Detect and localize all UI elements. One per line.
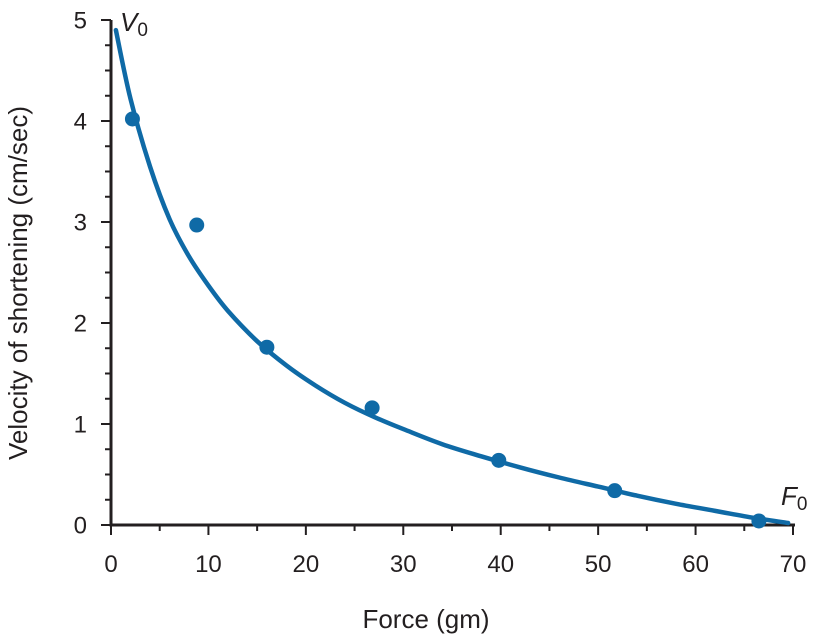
- f0-annotation-main: F: [781, 481, 799, 511]
- data-point: [259, 339, 275, 355]
- fitted-curve-layer: [113, 27, 791, 526]
- y-tick-label: 0: [74, 513, 87, 540]
- x-tick-label: 20: [293, 551, 320, 578]
- v0-annotation: V0: [120, 7, 148, 41]
- x-tick-label: 0: [104, 551, 117, 578]
- x-tick-label: 70: [780, 551, 807, 578]
- data-point: [751, 513, 767, 529]
- x-tick-label: 50: [585, 551, 612, 578]
- data-point: [607, 483, 623, 499]
- y-tick-label: 1: [74, 412, 87, 439]
- f0-annotation: F0: [781, 481, 807, 515]
- axes: [109, 20, 795, 527]
- y-tick-label: 5: [74, 8, 87, 35]
- x-tick-label: 40: [487, 551, 514, 578]
- y-axis-title: Velocity of shortening (cm/sec): [3, 106, 33, 460]
- y-tick-label: 3: [74, 210, 87, 237]
- y-tick-label: 4: [74, 109, 87, 136]
- f0-annotation-sub: 0: [797, 494, 808, 515]
- ticks: 0 10 20 30 40 50 60 70 0 1 2 3 4 5: [74, 8, 807, 579]
- v0-annotation-main: V: [120, 7, 140, 37]
- data-points-layer: [124, 111, 767, 529]
- x-tick-label: 30: [390, 551, 417, 578]
- fitted-curve: [113, 27, 791, 526]
- x-axis-title: Force (gm): [362, 604, 489, 634]
- x-tick-label: 60: [682, 551, 709, 578]
- data-point: [124, 111, 140, 127]
- x-tick-label: 10: [195, 551, 222, 578]
- data-point: [189, 217, 205, 233]
- y-tick-label: 2: [74, 311, 87, 338]
- data-point: [364, 400, 380, 416]
- v0-annotation-sub: 0: [137, 20, 148, 41]
- data-point: [491, 452, 507, 468]
